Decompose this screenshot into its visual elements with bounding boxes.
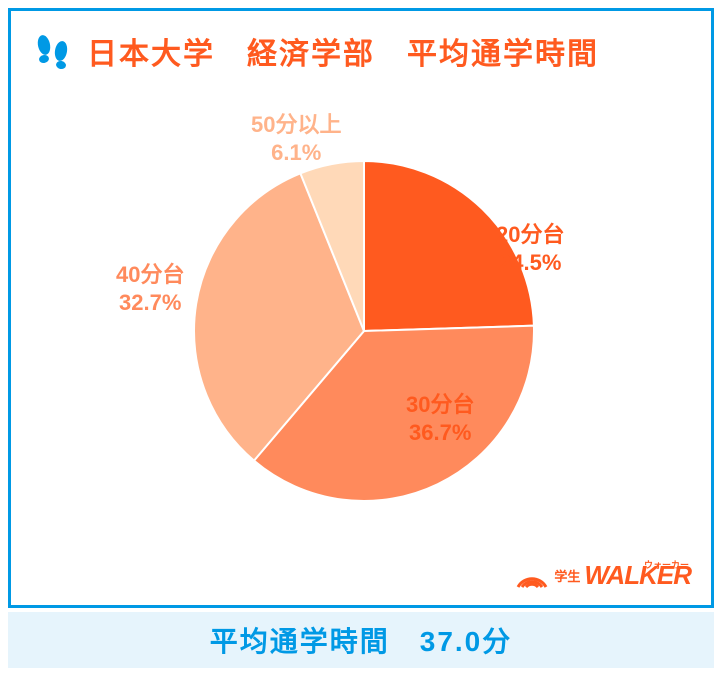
page-title: 日本大学 経済学部 平均通学時間 [87, 29, 599, 73]
logo-gakusei-text: 学生 [554, 566, 580, 585]
pie-svg [11, 101, 717, 561]
slice-pct: 24.5% [496, 249, 564, 277]
pie-chart: 20分台24.5% 30分台36.7% 40分台32.7% 50分以上6.1% [11, 101, 717, 561]
pie-slice-label: 30分台36.7% [406, 391, 474, 446]
slice-pct: 32.7% [116, 289, 184, 317]
footsteps-icon [31, 29, 75, 73]
footer-bar: 平均通学時間 37.0分 [8, 612, 714, 668]
logo-ruby-text: ウォーカー [644, 558, 689, 571]
slice-name: 40分台 [116, 261, 184, 289]
brand-logo: 学生 ウォーカー WALKER [514, 557, 691, 593]
logo-arc-icon [514, 557, 550, 593]
slice-pct: 6.1% [251, 139, 341, 167]
footer-average-text: 平均通学時間 37.0分 [210, 620, 513, 660]
pie-slice-label: 50分以上6.1% [251, 111, 341, 166]
slice-name: 20分台 [496, 221, 564, 249]
slice-pct: 36.7% [406, 419, 474, 447]
main-panel: 日本大学 経済学部 平均通学時間 20分台24.5%30分台36.7%40分台3… [8, 8, 714, 608]
slice-name: 50分以上 [251, 111, 341, 139]
pie-slice-label: 40分台32.7% [116, 261, 184, 316]
header: 日本大学 経済学部 平均通学時間 [31, 29, 599, 73]
pie-slice-label: 20分台24.5% [496, 221, 564, 276]
slice-name: 30分台 [406, 391, 474, 419]
infographic-frame: 日本大学 経済学部 平均通学時間 20分台24.5%30分台36.7%40分台3… [0, 0, 722, 676]
